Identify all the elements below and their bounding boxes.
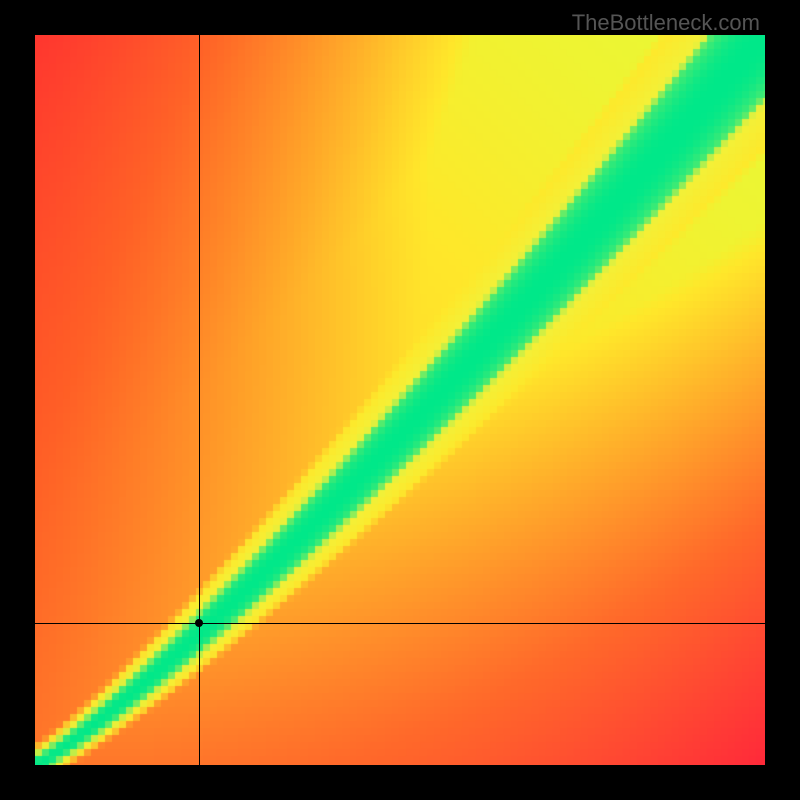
crosshair-vertical-line [199, 35, 200, 765]
heatmap-plot [35, 35, 765, 765]
crosshair-horizontal-line [35, 623, 765, 624]
watermark: TheBottleneck.com [572, 10, 760, 36]
heatmap-canvas [35, 35, 765, 765]
crosshair-marker-dot [195, 619, 203, 627]
